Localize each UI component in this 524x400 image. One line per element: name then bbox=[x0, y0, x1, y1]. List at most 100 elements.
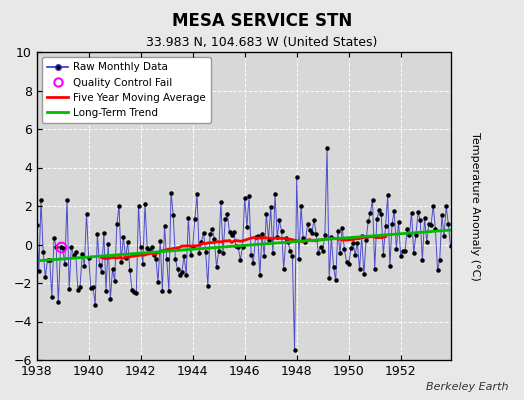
Point bbox=[319, 248, 327, 254]
Point bbox=[197, 238, 205, 245]
Point bbox=[61, 261, 69, 268]
Point bbox=[410, 250, 418, 256]
Point bbox=[195, 250, 203, 256]
Point bbox=[275, 217, 283, 224]
Point bbox=[134, 202, 143, 209]
Point bbox=[373, 216, 381, 223]
Point bbox=[384, 192, 392, 198]
Point bbox=[35, 267, 43, 274]
Point bbox=[126, 267, 134, 273]
Point bbox=[115, 203, 123, 209]
Point bbox=[323, 145, 331, 152]
Point bbox=[392, 246, 400, 252]
Point bbox=[173, 266, 182, 272]
Point bbox=[388, 221, 396, 228]
Point bbox=[412, 232, 420, 239]
Point bbox=[202, 249, 210, 256]
Point bbox=[310, 217, 318, 223]
Point bbox=[165, 288, 173, 294]
Point bbox=[230, 229, 238, 235]
Point bbox=[427, 222, 435, 228]
Point bbox=[238, 244, 247, 250]
Point bbox=[206, 231, 214, 237]
Point bbox=[204, 282, 212, 289]
Text: Berkeley Earth: Berkeley Earth bbox=[426, 382, 508, 392]
Point bbox=[297, 203, 305, 209]
Point bbox=[82, 211, 91, 217]
Point bbox=[332, 277, 340, 283]
Point bbox=[269, 250, 277, 256]
Point bbox=[245, 193, 253, 200]
Point bbox=[74, 287, 82, 293]
Point bbox=[149, 252, 158, 258]
Point bbox=[241, 194, 249, 201]
Point bbox=[180, 253, 188, 260]
Point bbox=[223, 211, 232, 218]
Point bbox=[370, 266, 379, 272]
Point bbox=[418, 257, 427, 264]
Point bbox=[210, 236, 219, 242]
Point bbox=[221, 216, 230, 222]
Point bbox=[249, 260, 258, 266]
Point bbox=[338, 224, 346, 231]
Point bbox=[122, 255, 130, 261]
Point bbox=[46, 257, 54, 263]
Point bbox=[232, 243, 240, 250]
Point bbox=[377, 211, 386, 218]
Point bbox=[219, 250, 227, 256]
Point bbox=[403, 226, 411, 232]
Point bbox=[440, 233, 448, 239]
Point bbox=[63, 197, 71, 204]
Point bbox=[292, 174, 301, 180]
Point bbox=[273, 234, 281, 240]
Point bbox=[359, 271, 368, 278]
Point bbox=[97, 268, 106, 275]
Point bbox=[50, 235, 58, 241]
Point bbox=[379, 252, 388, 258]
Point bbox=[433, 267, 442, 274]
Text: 33.983 N, 104.683 W (United States): 33.983 N, 104.683 W (United States) bbox=[146, 36, 378, 49]
Point bbox=[136, 244, 145, 251]
Point bbox=[32, 222, 41, 228]
Point bbox=[325, 275, 333, 281]
Point bbox=[301, 239, 310, 246]
Point bbox=[111, 277, 119, 284]
Point bbox=[37, 197, 45, 204]
Point bbox=[227, 232, 236, 238]
Point bbox=[208, 226, 216, 232]
Point bbox=[305, 227, 314, 234]
Point bbox=[113, 221, 121, 227]
Point bbox=[158, 288, 167, 294]
Point bbox=[364, 218, 373, 225]
Point bbox=[52, 244, 60, 250]
Point bbox=[357, 233, 366, 240]
Point bbox=[236, 257, 245, 263]
Point bbox=[405, 232, 413, 238]
Point bbox=[429, 202, 438, 209]
Point bbox=[145, 247, 154, 254]
Point bbox=[216, 199, 225, 205]
Point bbox=[314, 250, 323, 256]
Point bbox=[71, 249, 80, 255]
Point bbox=[65, 286, 73, 292]
Point bbox=[442, 203, 451, 210]
Point bbox=[395, 218, 403, 225]
Point bbox=[93, 231, 102, 237]
Point bbox=[321, 232, 329, 238]
Point bbox=[262, 210, 270, 217]
Point bbox=[362, 237, 370, 244]
Point bbox=[147, 244, 156, 250]
Point bbox=[139, 261, 147, 267]
Point bbox=[247, 252, 255, 258]
Point bbox=[167, 189, 175, 196]
Point bbox=[191, 216, 199, 222]
Point bbox=[243, 224, 251, 230]
Point bbox=[316, 244, 325, 251]
Point bbox=[414, 209, 422, 215]
Point bbox=[416, 217, 424, 224]
Point bbox=[171, 256, 180, 262]
Point bbox=[446, 243, 455, 249]
Point bbox=[212, 264, 221, 270]
Point bbox=[294, 256, 303, 262]
Point bbox=[193, 191, 201, 198]
